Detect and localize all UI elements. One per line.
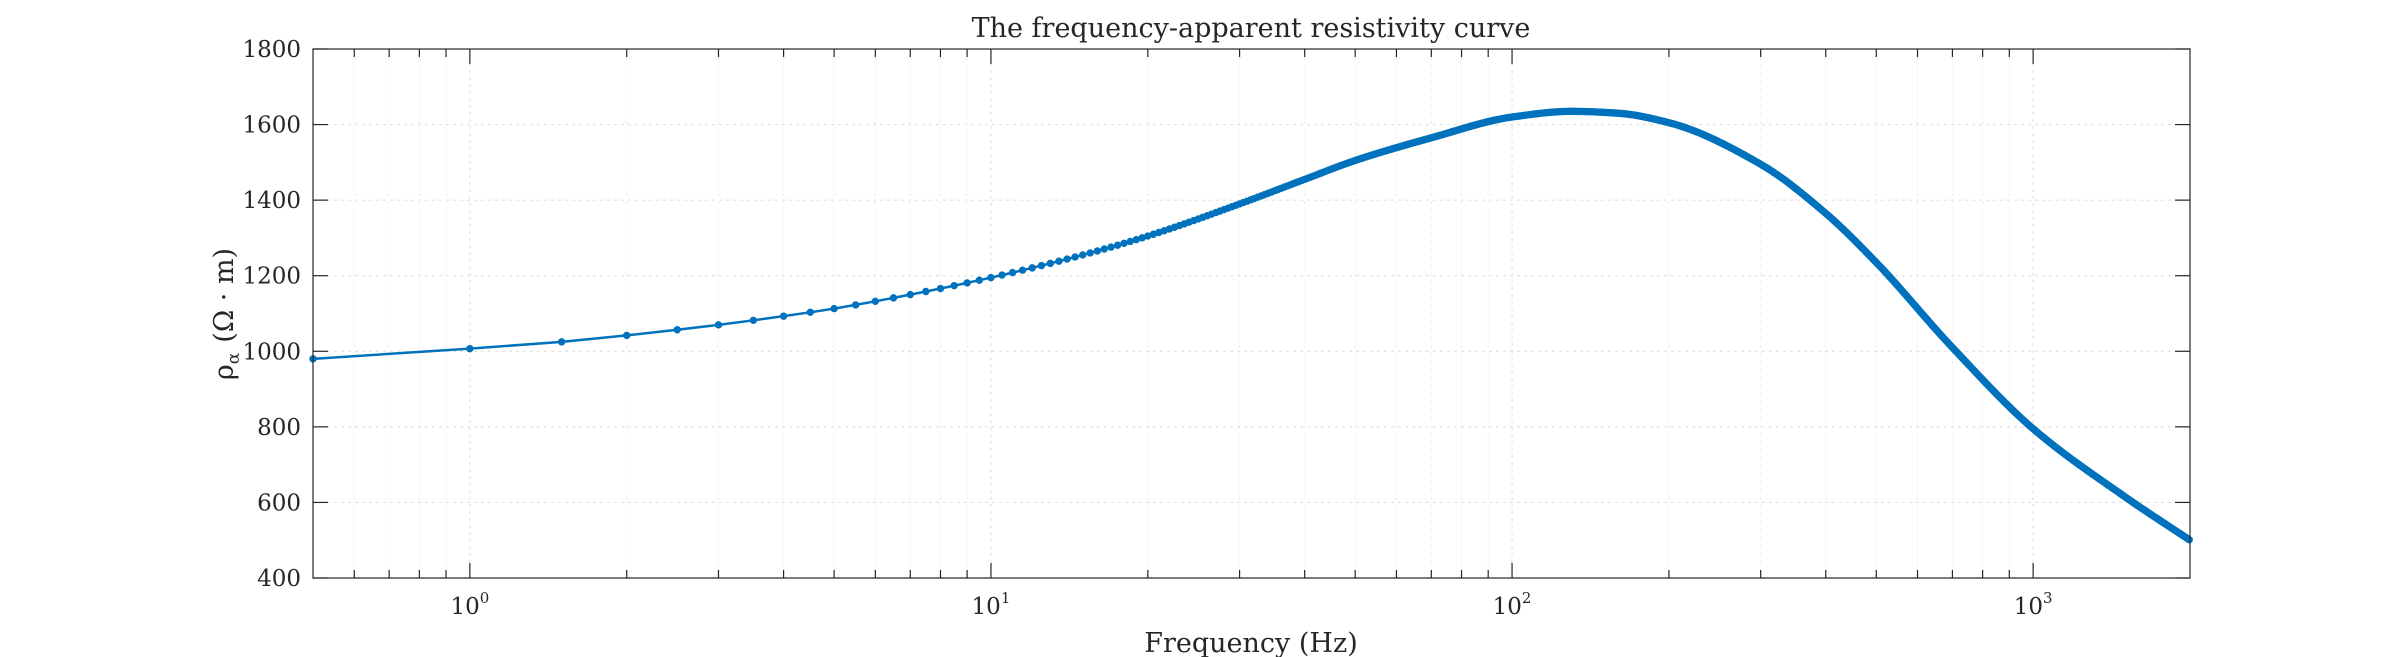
series-layer [309,107,2193,544]
chart-title: The frequency-apparent resistivity curve [972,13,1531,44]
data-point [1100,245,1108,253]
x-tick-exponent: 2 [1522,589,1532,607]
data-point [1113,241,1122,249]
data-point [1018,266,1027,274]
data-point [1107,243,1115,251]
y-tick-label: 1000 [242,339,301,365]
data-point [466,344,474,353]
x-axis-label: Frequency (Hz) [1144,628,1357,657]
y-tick-label: 1400 [242,188,301,214]
data-point [623,331,631,340]
data-point [998,271,1006,279]
series-line [312,110,2192,542]
y-axis-label: ρα (Ω · m) [209,248,244,380]
data-point [1037,261,1046,270]
data-point [950,281,958,290]
y-axis-symbol: ρ [209,364,240,380]
data-point [749,316,758,325]
x-tick-exponent: 1 [1001,589,1011,607]
y-tick-label: 600 [257,490,301,516]
data-point [1071,253,1079,261]
data-point [906,290,914,299]
data-point [1055,257,1063,265]
x-tick-exponent: 3 [2043,589,2053,607]
x-tick-base: 10 [450,594,479,620]
data-point [557,338,566,346]
plot-frame [312,48,2191,579]
data-point [830,304,838,313]
y-tick-label: 1800 [242,37,301,63]
data-point [1079,251,1087,259]
data-point [1126,237,1134,246]
data-point [673,326,681,334]
data-point [1008,268,1017,277]
data-point [889,294,898,302]
data-point [871,297,880,306]
y-tick-label: 400 [257,566,301,592]
x-tick-base: 10 [1493,594,1522,620]
data-point [1120,239,1128,248]
x-tick-label: 102 [1493,589,1532,620]
tick-label-layer: 100 101 102 1034006008001000120014001600180… [242,37,2052,620]
grid-layer [313,48,2190,579]
data-point [1028,264,1036,272]
data-point [1093,247,1102,255]
data-point [1046,259,1055,268]
data-point [936,284,945,293]
x-tick-label: 100 [450,589,489,620]
y-axis-subscript: α [224,352,244,364]
data-point [1063,255,1071,263]
data-point [922,287,930,296]
data-point [714,321,723,329]
data-point [987,273,995,282]
data-point [963,279,971,287]
data-point [2185,536,2193,544]
data-point [1086,249,1094,257]
data-point [779,312,788,320]
data-point [975,276,984,284]
y-tick-label: 800 [257,415,301,441]
x-tick-label: 103 [2014,589,2053,620]
data-point [851,301,860,309]
x-tick-exponent: 0 [480,589,490,607]
x-tick-base: 10 [2014,594,2043,620]
data-point [806,308,814,316]
x-tick-label: 101 [972,589,1011,620]
y-axis-units: (Ω · m) [209,248,240,343]
y-tick-label: 1200 [242,264,301,290]
x-tick-base: 10 [972,594,1001,620]
tick-layer [313,48,2190,579]
y-tick-label: 1600 [242,113,301,139]
